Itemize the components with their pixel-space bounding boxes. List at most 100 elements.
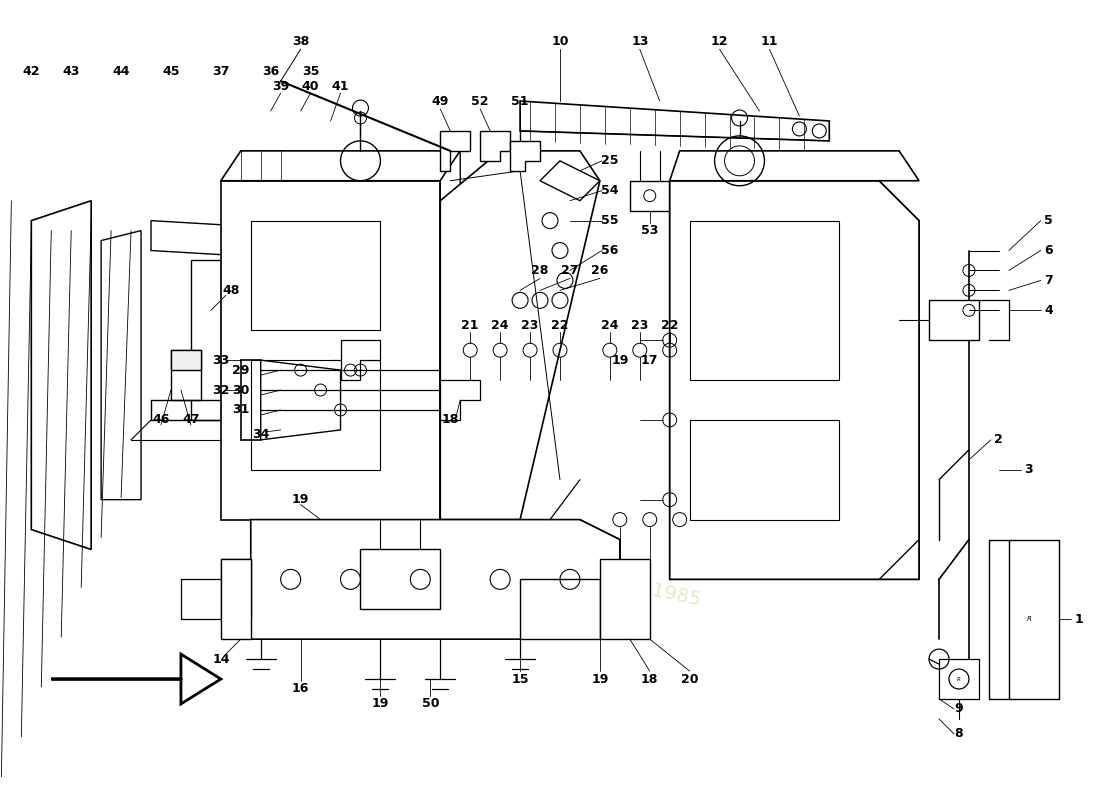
Text: 15: 15 <box>512 673 529 686</box>
Text: 48: 48 <box>222 284 240 297</box>
Text: 53: 53 <box>641 224 659 237</box>
Text: 39: 39 <box>272 79 289 93</box>
Text: 43: 43 <box>63 65 80 78</box>
Text: 1985: 1985 <box>799 397 900 443</box>
Polygon shape <box>670 151 920 181</box>
Polygon shape <box>440 380 481 420</box>
Text: 37: 37 <box>212 65 230 78</box>
Text: 41: 41 <box>332 79 350 93</box>
Polygon shape <box>361 550 440 610</box>
Text: 46: 46 <box>152 414 169 426</box>
Polygon shape <box>540 161 600 201</box>
Polygon shape <box>690 420 839 519</box>
Text: R: R <box>1026 616 1031 622</box>
Text: 30: 30 <box>232 383 250 397</box>
Polygon shape <box>101 230 141 500</box>
Text: 14: 14 <box>212 653 230 666</box>
Polygon shape <box>251 221 381 330</box>
Polygon shape <box>1009 539 1058 699</box>
Text: 4: 4 <box>1044 304 1053 317</box>
Text: 31: 31 <box>232 403 250 417</box>
Text: 17: 17 <box>641 354 659 366</box>
Polygon shape <box>151 221 320 261</box>
Text: 1: 1 <box>1075 613 1084 626</box>
Text: 20: 20 <box>681 673 698 686</box>
Text: 29: 29 <box>232 364 250 377</box>
Text: 27: 27 <box>561 264 579 277</box>
Text: 2: 2 <box>994 434 1003 446</box>
Text: europ: europ <box>679 221 880 280</box>
Text: 44: 44 <box>112 65 130 78</box>
Text: 16: 16 <box>292 682 309 695</box>
Text: 28: 28 <box>531 264 549 277</box>
Text: 49: 49 <box>431 94 449 107</box>
Text: 34: 34 <box>252 428 270 442</box>
Text: 55: 55 <box>601 214 618 227</box>
Text: 21: 21 <box>462 318 478 332</box>
Text: 25: 25 <box>601 154 618 167</box>
Polygon shape <box>520 579 600 639</box>
Text: 22: 22 <box>661 318 679 332</box>
Polygon shape <box>930 300 979 340</box>
Polygon shape <box>630 181 670 210</box>
Polygon shape <box>600 559 650 639</box>
Text: 47: 47 <box>183 414 200 426</box>
Text: R: R <box>957 677 961 682</box>
Polygon shape <box>510 141 540 170</box>
Text: a passion since 1985: a passion since 1985 <box>497 549 702 610</box>
Text: 11: 11 <box>761 34 778 48</box>
Text: 19: 19 <box>591 673 608 686</box>
Text: 6: 6 <box>1044 244 1053 257</box>
Text: 38: 38 <box>292 34 309 48</box>
Text: 24: 24 <box>601 318 618 332</box>
Text: 23: 23 <box>521 318 539 332</box>
Polygon shape <box>221 151 460 181</box>
Text: 10: 10 <box>551 34 569 48</box>
Text: 51: 51 <box>512 94 529 107</box>
Text: 52: 52 <box>472 94 488 107</box>
Polygon shape <box>939 659 979 699</box>
Polygon shape <box>221 559 251 619</box>
Polygon shape <box>261 360 341 440</box>
Polygon shape <box>191 261 221 420</box>
Text: 13: 13 <box>631 34 649 48</box>
Polygon shape <box>251 519 619 639</box>
Text: 7: 7 <box>1044 274 1053 287</box>
Polygon shape <box>520 101 829 141</box>
Text: 36: 36 <box>262 65 279 78</box>
Polygon shape <box>690 221 839 380</box>
Polygon shape <box>670 181 920 579</box>
Polygon shape <box>31 201 91 550</box>
Polygon shape <box>221 181 440 519</box>
Text: 54: 54 <box>601 184 618 198</box>
Text: 22: 22 <box>551 318 569 332</box>
Polygon shape <box>170 350 201 400</box>
Text: 24: 24 <box>492 318 509 332</box>
Text: 50: 50 <box>421 698 439 710</box>
Text: 9: 9 <box>955 702 964 715</box>
Text: 19: 19 <box>612 354 628 366</box>
Polygon shape <box>170 350 201 370</box>
Text: 3: 3 <box>1024 463 1033 476</box>
Text: 5: 5 <box>1044 214 1053 227</box>
Text: 19: 19 <box>372 698 389 710</box>
Text: 12: 12 <box>711 34 728 48</box>
Text: 26: 26 <box>591 264 608 277</box>
Text: 32: 32 <box>212 383 230 397</box>
Polygon shape <box>440 151 460 519</box>
Polygon shape <box>341 340 381 380</box>
Polygon shape <box>221 559 251 639</box>
Polygon shape <box>440 151 600 519</box>
Text: 8: 8 <box>955 727 964 740</box>
Polygon shape <box>251 360 381 470</box>
Text: 19: 19 <box>292 493 309 506</box>
Polygon shape <box>52 654 221 704</box>
Text: 45: 45 <box>162 65 179 78</box>
Polygon shape <box>481 131 510 161</box>
Text: 18: 18 <box>641 673 659 686</box>
Text: 18: 18 <box>441 414 459 426</box>
Text: 40: 40 <box>301 79 319 93</box>
Text: 33: 33 <box>212 354 230 366</box>
Text: 35: 35 <box>301 65 319 78</box>
Text: 23: 23 <box>631 318 649 332</box>
